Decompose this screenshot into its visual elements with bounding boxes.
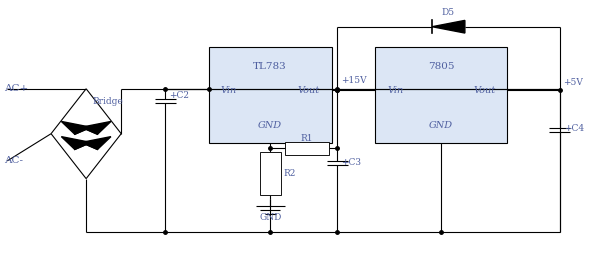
Text: Vout: Vout — [298, 86, 320, 95]
FancyBboxPatch shape — [260, 152, 281, 195]
Text: R1: R1 — [300, 134, 313, 143]
Text: Vin: Vin — [387, 86, 404, 95]
Text: TL783: TL783 — [253, 62, 287, 71]
Text: D5: D5 — [442, 8, 455, 17]
Polygon shape — [432, 20, 465, 33]
Text: Vin: Vin — [221, 86, 237, 95]
FancyBboxPatch shape — [285, 142, 329, 155]
Text: AC+: AC+ — [4, 84, 28, 93]
FancyBboxPatch shape — [375, 47, 507, 143]
Text: Vout: Vout — [473, 86, 495, 95]
Text: AC-: AC- — [4, 156, 24, 165]
Text: +15V: +15V — [341, 76, 366, 85]
Polygon shape — [61, 121, 91, 134]
Text: 7805: 7805 — [428, 62, 454, 71]
FancyBboxPatch shape — [209, 47, 332, 143]
Text: R2: R2 — [283, 169, 296, 178]
Polygon shape — [61, 137, 91, 150]
Text: Bridge: Bridge — [92, 97, 123, 106]
Text: +C4: +C4 — [563, 124, 584, 133]
Polygon shape — [81, 137, 111, 150]
Text: GND: GND — [429, 121, 453, 130]
Polygon shape — [81, 121, 111, 134]
Text: +C3: +C3 — [342, 158, 362, 167]
Text: +C2: +C2 — [169, 91, 189, 100]
Text: +5V: +5V — [563, 78, 583, 87]
Text: GND: GND — [259, 214, 281, 222]
Text: GND: GND — [258, 121, 282, 130]
